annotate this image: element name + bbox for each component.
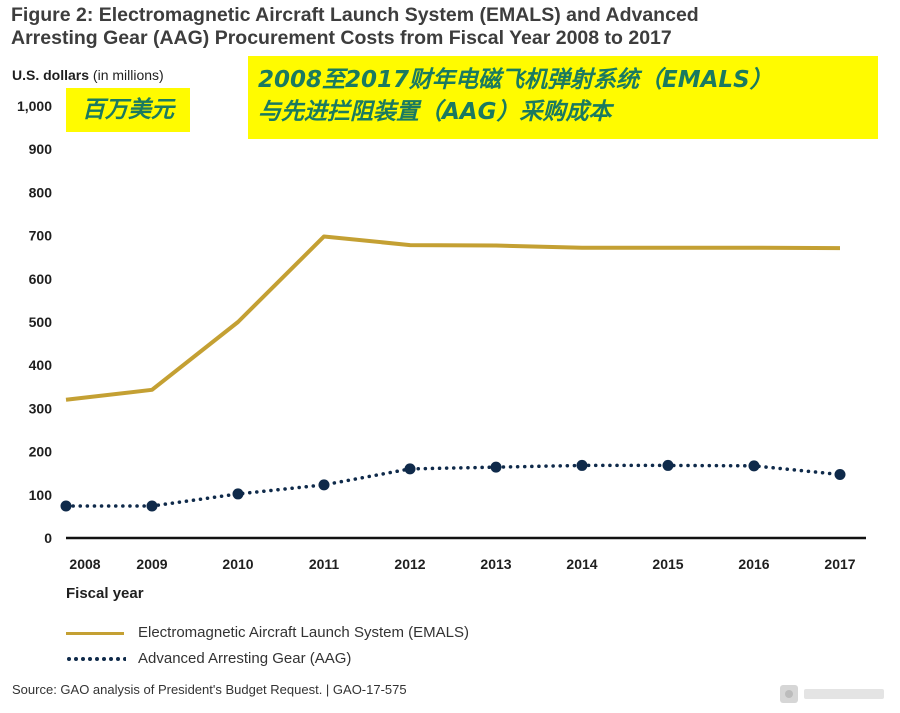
data-point-aag bbox=[576, 459, 588, 471]
data-point-aag bbox=[232, 488, 244, 500]
x-tick-label: 2013 bbox=[480, 556, 511, 572]
y-axis-ticks: 0 100 200 300 400 500 600 700 800 900 1,000 bbox=[17, 98, 52, 546]
chart-title: Figure 2: Electromagnetic Aircraft Launc… bbox=[11, 4, 871, 50]
y-tick-label: 200 bbox=[29, 444, 53, 460]
legend-dot bbox=[88, 657, 92, 661]
x-tick-label: 2012 bbox=[394, 556, 425, 572]
legend-dot bbox=[67, 657, 71, 661]
x-tick-label: 2009 bbox=[136, 556, 167, 572]
x-tick-label: 2010 bbox=[222, 556, 253, 572]
y-tick-label: 600 bbox=[29, 271, 53, 287]
data-point-aag bbox=[318, 479, 330, 491]
legend-label-aag: Advanced Arresting Gear (AAG) bbox=[138, 650, 352, 667]
legend-dot bbox=[81, 657, 85, 661]
series-line-aag bbox=[64, 463, 842, 508]
y-tick-label: 500 bbox=[29, 314, 53, 330]
chart-title-line-2: Arresting Gear (AAG) Procurement Costs f… bbox=[11, 27, 672, 49]
data-point-aag bbox=[490, 461, 502, 473]
cn-title-line-1: 2008至2017财年电磁飞机弹射系统（EMALS） bbox=[258, 67, 773, 93]
chart-title-line-1: Figure 2: Electromagnetic Aircraft Launc… bbox=[11, 4, 699, 26]
source-note: Source: GAO analysis of President's Budg… bbox=[12, 682, 407, 697]
x-axis-label: Fiscal year bbox=[66, 585, 144, 602]
legend-swatch-aag bbox=[67, 657, 126, 661]
y-tick-label: 1,000 bbox=[17, 98, 52, 114]
x-tick-label: 2015 bbox=[652, 556, 683, 572]
y-tick-label: 700 bbox=[29, 228, 53, 244]
legend-dot bbox=[109, 657, 113, 661]
y-tick-label: 900 bbox=[29, 141, 53, 157]
x-axis-ticks: 2008 2009 2010 2011 2012 2013 2014 2015 2016 2017 bbox=[69, 556, 855, 572]
legend-swatch-emals bbox=[66, 632, 124, 635]
y-axis-unit-main: U.S. dollars bbox=[12, 67, 90, 83]
x-tick-label: 2014 bbox=[566, 556, 597, 572]
cn-unit-text: 百万美元 bbox=[82, 97, 174, 123]
legend-dot bbox=[95, 657, 99, 661]
data-point-aag bbox=[404, 463, 416, 475]
legend-dot bbox=[116, 657, 120, 661]
data-point-aag bbox=[748, 460, 760, 472]
series-line-emals bbox=[65, 234, 841, 402]
legend-dot bbox=[102, 657, 106, 661]
data-point-aag bbox=[60, 500, 72, 512]
legend-dot bbox=[123, 657, 126, 661]
legend-label-emals: Electromagnetic Aircraft Launch System (… bbox=[138, 624, 469, 641]
y-tick-label: 400 bbox=[29, 357, 53, 373]
y-tick-label: 100 bbox=[29, 487, 53, 503]
watermark-icon bbox=[780, 685, 884, 703]
legend-dot bbox=[74, 657, 78, 661]
data-point-aag bbox=[834, 468, 846, 480]
x-tick-label: 2016 bbox=[738, 556, 769, 572]
y-tick-label: 0 bbox=[44, 530, 52, 546]
data-point-aag bbox=[146, 500, 158, 512]
data-point-aag bbox=[662, 459, 674, 471]
x-tick-label: 2017 bbox=[824, 556, 855, 572]
y-tick-label: 300 bbox=[29, 400, 53, 416]
cn-unit-annotation: 百万美元 bbox=[66, 88, 190, 132]
series-layer bbox=[60, 234, 846, 512]
y-axis-unit-sub: (in millions) bbox=[92, 67, 164, 83]
x-tick-label: 2008 bbox=[69, 556, 100, 572]
y-axis-unit-label: U.S. dollars (in millions) bbox=[12, 67, 164, 83]
x-tick-label: 2011 bbox=[309, 556, 340, 572]
cn-title-annotation: 2008至2017财年电磁飞机弹射系统（EMALS） 与先进拦阻装置（AAG）采… bbox=[248, 56, 878, 139]
cn-title-line-2: 与先进拦阻装置（AAG）采购成本 bbox=[258, 99, 612, 125]
y-tick-label: 800 bbox=[29, 184, 53, 200]
